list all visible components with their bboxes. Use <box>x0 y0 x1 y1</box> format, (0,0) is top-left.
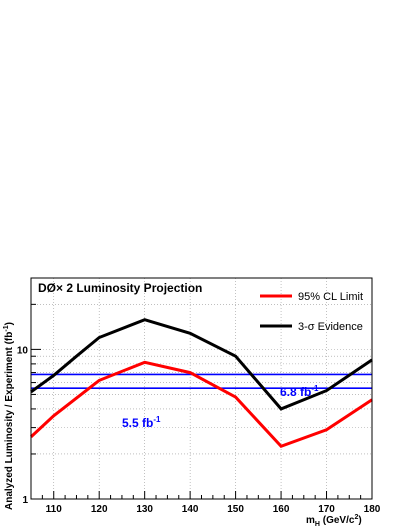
x-axis-title-m: m <box>306 515 315 526</box>
x-axis-title: mH (GeV/c2) <box>306 514 362 528</box>
x-tick-label: 150 <box>227 504 244 515</box>
y-tick-label: 1 <box>22 495 28 506</box>
ref-label-6-8-text: 6.8 fb <box>280 385 311 399</box>
x-tick-label: 110 <box>46 504 63 515</box>
x-axis-title-end: ) <box>358 515 361 526</box>
y-tick-label: 10 <box>17 345 29 356</box>
plot-title: DØ× 2 Luminosity Projection <box>38 281 202 295</box>
y-axis-title: Analyzed Luminosity / Experiment (fb-1) <box>3 322 15 510</box>
x-axis-title-sub: H <box>315 521 320 528</box>
ref-label-5-5: 5.5 fb-1 <box>122 415 161 430</box>
x-tick-label: 170 <box>318 504 335 515</box>
x-tick-label: 120 <box>91 504 108 515</box>
ref-label-5-5-sup: -1 <box>153 415 161 424</box>
x-axis-title-sup: 2 <box>354 514 358 521</box>
y-axis-title-main: Analyzed Luminosity / Experiment (fb <box>4 332 15 510</box>
axis-ticks <box>30 277 373 500</box>
legend-label-limit: 95% CL Limit <box>298 291 363 303</box>
x-tick-label: 130 <box>136 504 153 515</box>
reference-lines <box>31 373 372 390</box>
series-group <box>29 318 373 449</box>
x-tick-label: 160 <box>273 504 290 515</box>
series-line-limit <box>29 360 373 449</box>
ref-label-5-5-text: 5.5 fb <box>122 416 153 430</box>
legend: 95% CL Limit 3-σ Evidence <box>260 291 363 333</box>
series-line-evidence <box>30 318 373 411</box>
x-tick-label: 140 <box>182 504 199 515</box>
ref-label-6-8-sup: -1 <box>311 384 319 393</box>
x-tick-label: 180 <box>364 504 381 515</box>
y-axis-title-sup: -1 <box>3 325 10 331</box>
y-axis-title-end: ) <box>4 322 15 325</box>
x-axis-title-unit: (GeV/c <box>320 515 355 526</box>
ref-label-6-8: 6.8 fb-1 <box>280 384 319 399</box>
legend-label-evidence: 3-σ Evidence <box>298 321 363 333</box>
